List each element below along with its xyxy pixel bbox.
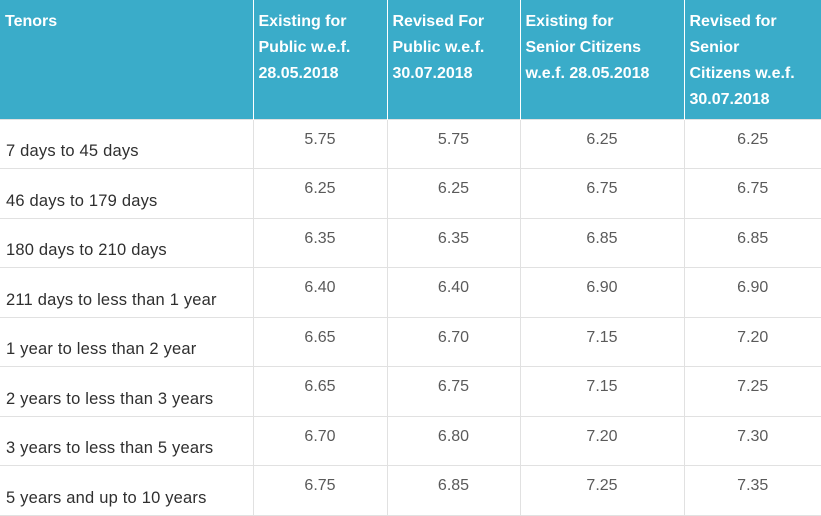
revised-public-rate: 6.25: [387, 168, 521, 219]
revised-senior-rate: 7.25: [684, 366, 821, 417]
table-row: 7 days to 45 days 5.75 5.75 6.25 6.25: [0, 118, 821, 169]
table-row: 1 year to less than 2 year 6.65 6.70 7.1…: [0, 317, 821, 367]
table-row: 2 years to less than 3 years 6.65 6.75 7…: [0, 366, 821, 417]
existing-public-rate: 6.70: [253, 416, 388, 466]
header-line: Citizens w.e.f.: [689, 65, 795, 82]
revised-senior-rate: 7.35: [684, 465, 821, 516]
header-line: Revised For: [392, 13, 485, 30]
existing-senior-rate: 7.20: [520, 416, 685, 466]
header-line: 30.07.2018: [689, 91, 770, 108]
existing-senior-rate: 6.75: [520, 168, 685, 219]
existing-public-rate: 6.75: [253, 465, 388, 516]
tenor-cell: 7 days to 45 days: [0, 118, 254, 169]
header-line: Senior: [689, 39, 740, 56]
header-existing-public: Existing for Public w.e.f. 28.05.2018: [253, 0, 388, 119]
table-header: Tenors Existing for Public w.e.f. 28.05.…: [0, 0, 821, 119]
existing-public-rate: 6.25: [253, 168, 388, 219]
existing-senior-rate: 6.85: [520, 218, 685, 268]
existing-public-rate: 6.35: [253, 218, 388, 268]
revised-senior-rate: 6.25: [684, 118, 821, 169]
header-line: Public w.e.f.: [392, 39, 485, 56]
tenor-cell: 5 years and up to 10 years: [0, 465, 254, 516]
revised-public-rate: 6.85: [387, 465, 521, 516]
header-revised-public: Revised For Public w.e.f. 30.07.2018: [387, 0, 521, 119]
tenor-cell: 2 years to less than 3 years: [0, 366, 254, 417]
existing-public-rate: 6.40: [253, 267, 388, 318]
revised-public-rate: 6.40: [387, 267, 521, 318]
tenor-cell: 3 years to less than 5 years: [0, 416, 254, 466]
tenor-cell: 46 days to 179 days: [0, 168, 254, 219]
existing-public-rate: 6.65: [253, 366, 388, 417]
existing-senior-rate: 7.15: [520, 366, 685, 417]
header-line: w.e.f. 28.05.2018: [525, 65, 650, 82]
existing-senior-rate: 7.25: [520, 465, 685, 516]
header-line: Tenors: [5, 13, 58, 30]
table-row: 211 days to less than 1 year 6.40 6.40 6…: [0, 267, 821, 318]
header-line: Existing for: [258, 13, 347, 30]
revised-public-rate: 6.35: [387, 218, 521, 268]
table-row: 3 years to less than 5 years 6.70 6.80 7…: [0, 416, 821, 466]
header-revised-senior: Revised for Senior Citizens w.e.f. 30.07…: [684, 0, 821, 119]
existing-senior-rate: 6.90: [520, 267, 685, 318]
existing-public-rate: 6.65: [253, 317, 388, 367]
revised-senior-rate: 6.75: [684, 168, 821, 219]
tenor-cell: 211 days to less than 1 year: [0, 267, 254, 318]
revised-public-rate: 5.75: [387, 118, 521, 169]
revised-public-rate: 6.70: [387, 317, 521, 367]
table-row: 180 days to 210 days 6.35 6.35 6.85 6.85: [0, 218, 821, 268]
header-line: Senior Citizens: [525, 39, 642, 56]
revised-public-rate: 6.80: [387, 416, 521, 466]
existing-public-rate: 5.75: [253, 118, 388, 169]
revised-senior-rate: 7.20: [684, 317, 821, 367]
tenor-cell: 1 year to less than 2 year: [0, 317, 254, 367]
revised-senior-rate: 7.30: [684, 416, 821, 466]
table-row: 5 years and up to 10 years 6.75 6.85 7.2…: [0, 465, 821, 516]
revised-senior-rate: 6.85: [684, 218, 821, 268]
existing-senior-rate: 6.25: [520, 118, 685, 169]
table-body: 7 days to 45 days 5.75 5.75 6.25 6.25 46…: [0, 118, 821, 516]
header-line: Revised for: [689, 13, 777, 30]
header-line: Existing for: [525, 13, 614, 30]
header-line: 30.07.2018: [392, 65, 473, 82]
header-existing-senior: Existing for Senior Citizens w.e.f. 28.0…: [520, 0, 685, 119]
header-line: 28.05.2018: [258, 65, 339, 82]
header-tenors: Tenors: [0, 0, 254, 119]
tenor-cell: 180 days to 210 days: [0, 218, 254, 268]
revised-senior-rate: 6.90: [684, 267, 821, 318]
header-line: Public w.e.f.: [258, 39, 351, 56]
header-row: Tenors Existing for Public w.e.f. 28.05.…: [0, 0, 821, 119]
table-row: 46 days to 179 days 6.25 6.25 6.75 6.75: [0, 168, 821, 219]
revised-public-rate: 6.75: [387, 366, 521, 417]
existing-senior-rate: 7.15: [520, 317, 685, 367]
